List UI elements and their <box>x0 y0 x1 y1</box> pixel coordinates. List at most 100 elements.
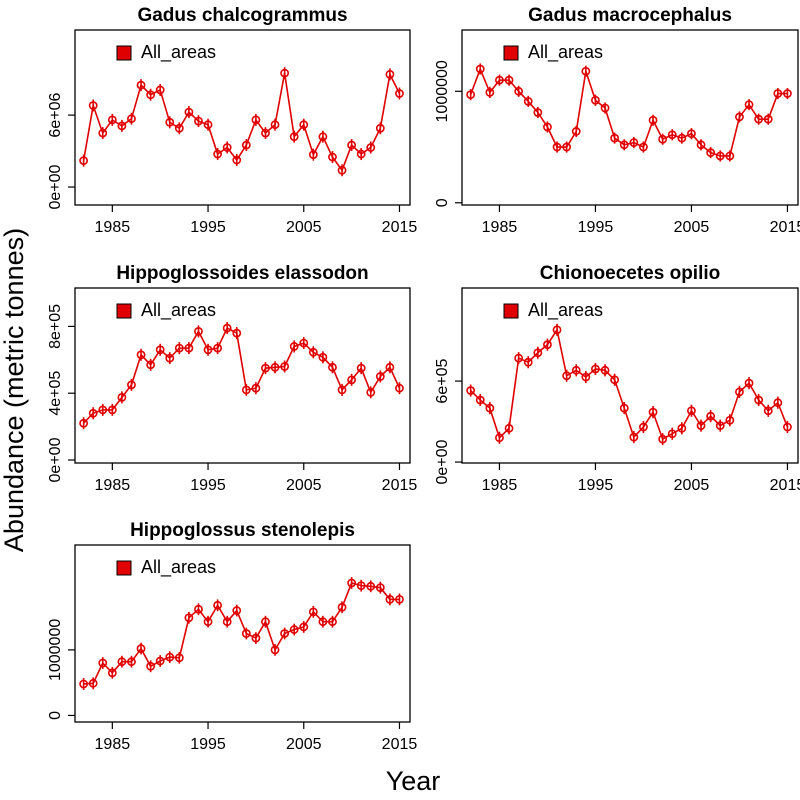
point <box>318 132 328 142</box>
point <box>107 405 117 415</box>
point <box>610 375 620 385</box>
point <box>629 432 639 442</box>
point <box>203 120 213 130</box>
point <box>299 338 309 348</box>
plot-area <box>79 577 404 690</box>
point <box>165 353 175 363</box>
point <box>328 362 337 372</box>
y-tick-label: 1000000 <box>47 619 64 681</box>
x-tick-label: 1995 <box>190 477 226 494</box>
point <box>79 679 89 689</box>
point <box>88 408 98 418</box>
point <box>725 415 735 425</box>
plot-frame <box>74 544 411 723</box>
x-tick-label: 1995 <box>578 219 614 236</box>
point <box>648 115 658 125</box>
plot-area <box>79 67 404 177</box>
series-line <box>83 326 401 424</box>
point <box>466 386 476 395</box>
point <box>165 117 175 127</box>
plot-frame <box>461 287 799 464</box>
point <box>763 406 773 416</box>
point <box>146 360 156 370</box>
plot-frame <box>74 29 411 206</box>
plot-frame <box>74 287 411 464</box>
y-tick-label: 6e+05 <box>434 359 451 404</box>
point <box>571 127 581 136</box>
y-tick-label: 0e+00 <box>47 437 64 482</box>
point <box>107 668 117 678</box>
point <box>127 380 136 390</box>
legend-swatch <box>503 45 519 61</box>
x-tick-label: 2015 <box>770 219 800 236</box>
point <box>562 142 572 152</box>
point <box>715 421 725 431</box>
y-tick-label: 0 <box>434 198 451 207</box>
point <box>629 138 639 147</box>
point <box>514 86 524 96</box>
panel-title: Hippoglossoides elassodon <box>116 263 368 284</box>
point <box>504 423 514 433</box>
point <box>533 108 543 117</box>
point <box>328 617 337 627</box>
point <box>155 85 165 95</box>
point <box>88 678 98 688</box>
point <box>337 602 347 612</box>
point <box>773 398 783 408</box>
point <box>591 95 600 105</box>
point <box>184 343 194 353</box>
point <box>543 340 552 350</box>
x-tick-label: 1995 <box>190 736 226 753</box>
point <box>146 661 156 671</box>
point <box>619 140 629 150</box>
point <box>155 345 165 355</box>
panel-title: Gadus macrocephalus <box>528 5 732 26</box>
point <box>552 325 562 335</box>
point <box>485 88 495 97</box>
x-tick-label: 2015 <box>770 477 800 494</box>
y-tick-label: 1000000 <box>434 60 451 122</box>
point <box>232 606 242 615</box>
point <box>696 421 706 431</box>
point <box>552 142 562 152</box>
point <box>117 392 127 402</box>
point <box>706 411 716 421</box>
point <box>308 150 318 160</box>
point <box>289 625 299 634</box>
plot-area <box>466 63 792 162</box>
point <box>251 115 261 125</box>
x-tick-label: 2005 <box>286 219 322 236</box>
point <box>533 348 543 358</box>
point <box>232 155 242 165</box>
point <box>194 116 203 126</box>
point <box>677 133 687 143</box>
x-tick-label: 2005 <box>674 477 710 494</box>
point <box>783 89 792 98</box>
point <box>395 595 404 604</box>
point <box>347 140 357 150</box>
point <box>504 75 514 85</box>
point <box>347 578 357 588</box>
point <box>299 120 309 130</box>
point <box>203 345 213 355</box>
x-tick-label: 2005 <box>674 219 710 236</box>
point <box>155 656 165 666</box>
point <box>687 129 696 139</box>
point <box>600 103 610 113</box>
point <box>289 342 299 351</box>
point <box>610 133 620 143</box>
x-tick-label: 1995 <box>190 219 226 236</box>
point <box>356 363 366 373</box>
point <box>619 403 629 413</box>
point <box>763 114 773 124</box>
point <box>591 364 600 374</box>
plot-frame <box>461 29 799 206</box>
point <box>88 101 98 110</box>
series-line <box>83 582 400 685</box>
point <box>735 387 744 397</box>
point <box>744 100 754 110</box>
point <box>241 385 251 395</box>
point <box>543 122 552 132</box>
